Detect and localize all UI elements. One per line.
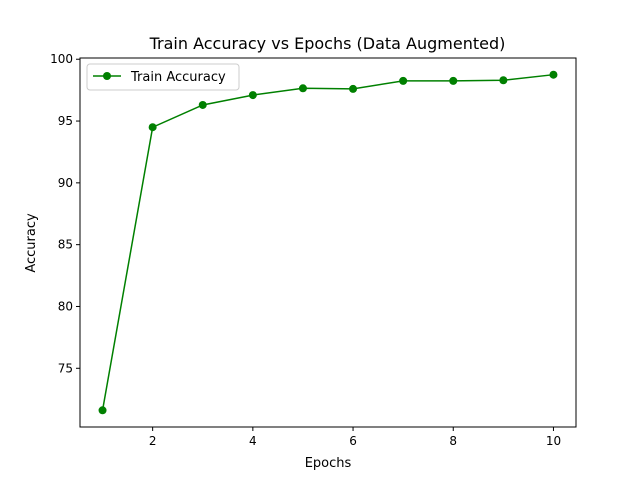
x-tick-label: 8 <box>449 434 457 448</box>
x-axis-label: Epochs <box>305 456 352 471</box>
legend-marker-swatch <box>103 72 111 80</box>
data-point <box>198 100 207 109</box>
y-tick-label: 90 <box>58 176 73 190</box>
data-point <box>549 70 558 79</box>
data-point <box>449 76 458 85</box>
legend-box <box>86 63 240 91</box>
data-point <box>399 76 408 85</box>
data-point <box>148 123 157 132</box>
x-tick-label: 10 <box>546 434 561 448</box>
y-tick-label: 75 <box>58 361 73 375</box>
chart-title: Train Accuracy vs Epochs (Data Augmented… <box>149 34 506 53</box>
axis-ticks: 2 4 6 8 10 75 80 85 90 95 100 <box>50 52 561 448</box>
data-point <box>248 91 257 100</box>
data-point <box>298 84 307 93</box>
data-point <box>499 76 508 85</box>
y-tick-label: 85 <box>58 238 73 252</box>
plot-frame <box>79 57 577 428</box>
series-layer <box>98 70 558 415</box>
x-tick-label: 6 <box>349 434 357 448</box>
y-tick-label: 80 <box>58 299 73 313</box>
legend-entry-train-accuracy: Train Accuracy <box>130 70 226 85</box>
y-tick-label: 100 <box>50 52 73 66</box>
data-point <box>349 84 358 93</box>
series-line-train-accuracy <box>101 73 554 411</box>
legend: Train Accuracy <box>86 63 240 91</box>
x-tick-label: 2 <box>149 434 157 448</box>
y-tick-label: 95 <box>58 114 73 128</box>
y-axis-label: Accuracy <box>24 213 39 273</box>
x-tick-label: 4 <box>249 434 257 448</box>
data-point <box>98 406 107 415</box>
